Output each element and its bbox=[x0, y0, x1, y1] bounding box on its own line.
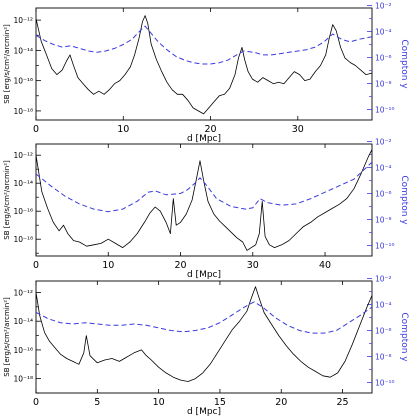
surface-brightness-line bbox=[36, 149, 372, 251]
x-tick-label: 30 bbox=[247, 260, 259, 271]
surface-brightness-line bbox=[36, 286, 372, 382]
compton-y-line bbox=[36, 161, 372, 213]
y-left-tick-label: 10⁻¹⁶ bbox=[13, 346, 33, 355]
y-right-tick-label: 10⁻² bbox=[375, 1, 392, 10]
y-right-tick-label: 10⁻⁴ bbox=[375, 163, 392, 172]
chart-panel-2: 0 10 20 30 40 d [Mpc] 10⁻¹² 10⁻¹⁴ 10⁻¹⁶ 10⁻¹⁸ 10⁻²… bbox=[3, 137, 409, 280]
y-left-tick-label: 10⁻¹⁴ bbox=[13, 317, 33, 326]
y-right-tick-label: 10⁻⁸ bbox=[375, 216, 392, 225]
x-axis-label: d [Mpc] bbox=[187, 407, 221, 416]
x-tick-label: 25 bbox=[337, 397, 349, 408]
y-left-tick-label: 10⁻¹⁸ bbox=[13, 235, 33, 244]
y-left-tick-label: 10⁻¹² bbox=[13, 16, 33, 25]
y-left-axis-label: SB [erg/s/cm²/arcmin²] bbox=[3, 24, 11, 104]
y-right-axis-label: Compton y bbox=[399, 175, 409, 225]
plot-frame bbox=[35, 280, 373, 394]
y-left-tick-label: 10⁻¹⁸ bbox=[13, 375, 33, 384]
x-tick-label: 5 bbox=[94, 397, 100, 408]
x-axis-label: d [Mpc] bbox=[187, 134, 221, 144]
x-tick-label: 0 bbox=[33, 124, 39, 135]
y-left-tick-label: 10⁻¹² bbox=[13, 151, 33, 160]
y-left-tick-label: 10⁻¹⁶ bbox=[13, 207, 33, 216]
y-right-tick-label: 10⁻² bbox=[375, 274, 392, 283]
x-tick-label: 0 bbox=[33, 260, 39, 271]
y-right-tick-label: 10⁻⁴ bbox=[375, 27, 392, 36]
y-right-tick-label: 10⁻¹⁰ bbox=[375, 242, 395, 251]
x-tick-label: 15 bbox=[214, 397, 226, 408]
y-right-tick-label: 10⁻¹⁰ bbox=[375, 106, 395, 115]
y-left-tick-label: 10⁻¹⁴ bbox=[13, 46, 33, 55]
y-right-tick-label: 10⁻¹⁰ bbox=[375, 379, 395, 388]
y-right-tick-label: 10⁻⁶ bbox=[375, 53, 392, 62]
x-tick-label: 10 bbox=[102, 260, 114, 271]
x-tick-label: 10 bbox=[153, 397, 165, 408]
y-left-tick-label: 10⁻¹⁶ bbox=[13, 77, 33, 86]
surface-brightness-line bbox=[36, 15, 372, 115]
y-right-tick-label: 10⁻⁶ bbox=[375, 189, 392, 198]
chart-panel-1: 0 10 20 30 d [Mpc] 10⁻¹² 10⁻¹⁴ 10⁻¹⁶ 10⁻¹⁸ 10⁻² 10… bbox=[3, 1, 409, 144]
plot-frame bbox=[35, 143, 373, 257]
x-tick-label: 0 bbox=[33, 397, 39, 408]
x-tick-label: 20 bbox=[204, 124, 216, 135]
x-tick-label: 30 bbox=[292, 124, 304, 135]
plot-frame bbox=[35, 7, 373, 121]
y-left-tick-label: 10⁻¹⁸ bbox=[13, 107, 33, 116]
y-right-tick-label: 10⁻² bbox=[375, 137, 392, 146]
y-left-axis-label: SB [erg/s/cm²/arcmin²] bbox=[3, 160, 11, 240]
y-left-tick-label: 10⁻¹² bbox=[13, 288, 33, 297]
x-tick-label: 20 bbox=[174, 260, 186, 271]
y-left-tick-label: 10⁻¹⁴ bbox=[13, 179, 33, 188]
y-right-axis-label: Compton y bbox=[399, 312, 409, 362]
x-axis-label: d [Mpc] bbox=[187, 270, 221, 280]
x-tick-label: 40 bbox=[319, 260, 331, 271]
x-tick-label: 20 bbox=[275, 397, 287, 408]
y-right-axis-label: Compton y bbox=[399, 39, 409, 89]
y-right-tick-label: 10⁻⁴ bbox=[375, 300, 392, 309]
y-right-tick-label: 10⁻⁸ bbox=[375, 80, 392, 89]
compton-y-line bbox=[36, 301, 372, 334]
chart-panel-3: 0 5 10 15 20 25 d [Mpc] 10⁻¹² 10⁻¹⁴ 10⁻¹⁶ 10⁻¹⁸ 10⁻… bbox=[3, 274, 409, 416]
y-right-tick-label: 10⁻⁶ bbox=[375, 326, 392, 335]
compton-y-line bbox=[36, 25, 372, 65]
x-tick-label: 10 bbox=[117, 124, 129, 135]
y-left-axis-label: SB [erg/s/cm²/arcmin²] bbox=[3, 297, 11, 377]
y-right-tick-label: 10⁻⁸ bbox=[375, 353, 392, 362]
